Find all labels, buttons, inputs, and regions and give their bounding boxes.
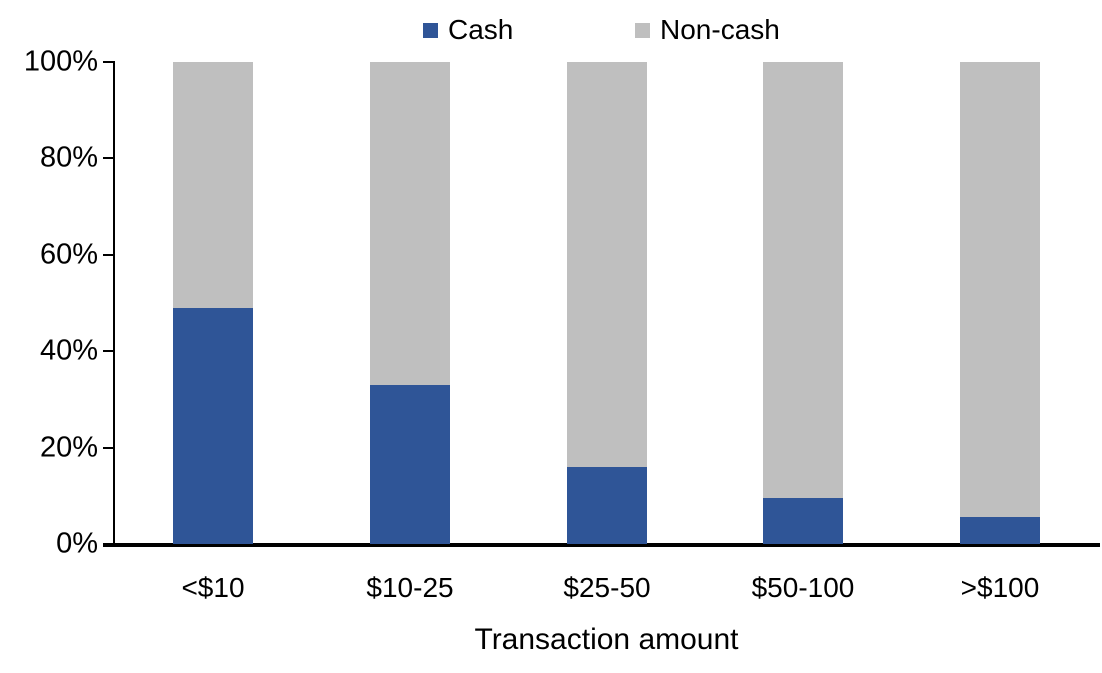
x-axis-category-label: $10-25	[366, 572, 454, 603]
legend-label-cash: Cash	[448, 14, 514, 45]
y-axis-tick-label: 80%	[39, 141, 98, 174]
x-axis-title: Transaction amount	[474, 623, 739, 656]
y-axis-line	[113, 61, 115, 547]
legend-item-noncash: Non-cash	[635, 13, 780, 47]
y-axis-tick-label: 20%	[39, 431, 98, 464]
cash-bar-segment	[567, 467, 647, 544]
x-axis-category-label: <$10	[181, 572, 245, 603]
noncash-bar-segment	[370, 62, 450, 385]
cash-bar-segment	[763, 498, 843, 544]
x-axis-category-label: $25-50	[563, 572, 651, 603]
y-axis-tick-label: 60%	[39, 238, 98, 271]
noncash-bar-segment	[567, 62, 647, 467]
y-axis-tick-mark	[103, 157, 115, 160]
cash-bar-segment	[960, 517, 1040, 544]
y-axis-tick-mark	[103, 446, 115, 449]
y-axis-tick-mark	[103, 61, 115, 63]
legend-label-noncash: Non-cash	[660, 14, 780, 45]
cash-swatch-icon	[423, 22, 438, 38]
x-axis-category-label: >$100	[960, 572, 1040, 603]
y-axis-tick-mark	[103, 350, 115, 353]
noncash-bar-segment	[173, 62, 253, 308]
y-axis-tick-label: 0%	[56, 527, 98, 560]
y-axis-tick-mark	[103, 253, 115, 256]
x-axis-line	[103, 543, 1100, 547]
noncash-swatch-icon	[635, 22, 650, 38]
legend-item-cash: Cash	[423, 13, 513, 47]
y-axis-tick-label: 40%	[39, 334, 98, 367]
noncash-bar-segment	[763, 62, 843, 498]
y-axis-tick-mark	[103, 543, 115, 545]
cash-bar-segment	[173, 308, 253, 544]
noncash-bar-segment	[960, 62, 1040, 517]
x-axis-category-label: $50-100	[751, 572, 855, 603]
y-axis-tick-label: 100%	[23, 45, 98, 78]
cash-bar-segment	[370, 385, 450, 544]
